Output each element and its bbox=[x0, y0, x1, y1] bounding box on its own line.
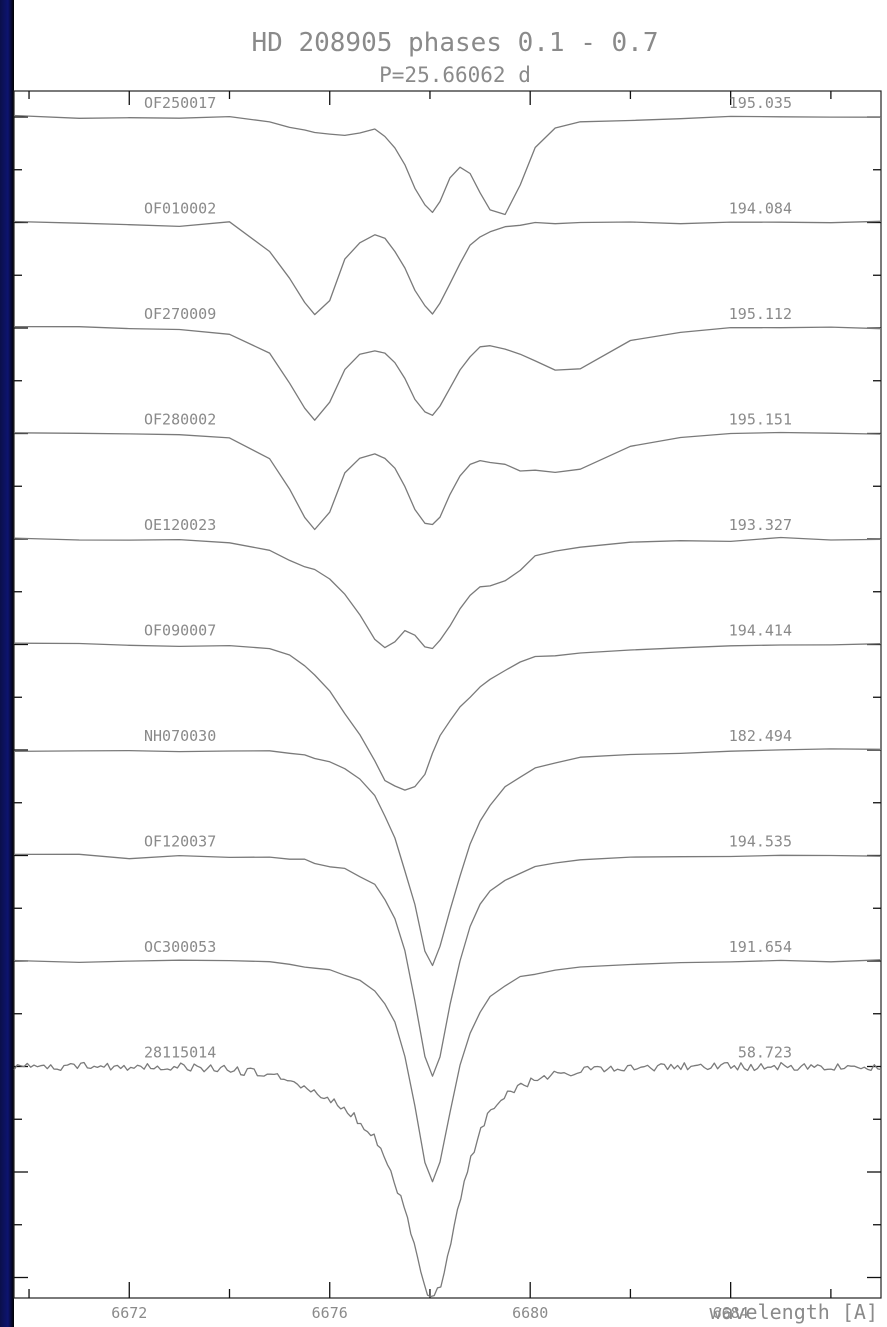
spectrum-line-OF010002 bbox=[13, 220, 882, 316]
spectrum-value: 194.535 bbox=[729, 833, 792, 851]
spectrum-name: OF270009 bbox=[144, 305, 216, 323]
plot-background bbox=[14, 0, 887, 1327]
spectrum-value: 58.723 bbox=[738, 1044, 792, 1062]
spectrum-line-OF270009 bbox=[13, 325, 882, 421]
spectrum-value: 195.151 bbox=[729, 411, 792, 429]
x-tick-label: 6676 bbox=[312, 1304, 348, 1322]
chart-subtitle: P=25.66062 d bbox=[379, 63, 531, 87]
spectrum-name: NH070030 bbox=[144, 727, 216, 745]
spectrum-name: OE120023 bbox=[144, 516, 216, 534]
spectrum-name: OF280002 bbox=[144, 411, 216, 429]
plot-frame bbox=[13, 90, 882, 1299]
spectrum-value: 194.414 bbox=[729, 622, 792, 640]
x-ticks: 6672 6676 6680 6684 bbox=[28, 91, 832, 1322]
spectrum-line-OF120037 bbox=[13, 853, 882, 1077]
spectrum-line-OF280002 bbox=[13, 431, 882, 531]
spectrum-labels: OF250017 195.035 OF010002 194.084 OF270009 19… bbox=[144, 94, 792, 1062]
spectrum-line-OC300053 bbox=[13, 959, 882, 1183]
spectrum-value: 182.494 bbox=[729, 727, 792, 745]
spectrum-value: 193.327 bbox=[729, 516, 792, 534]
spectrum-name: OF120037 bbox=[144, 833, 216, 851]
spectrum-line-OF090007 bbox=[13, 642, 882, 791]
x-tick-label: 6672 bbox=[111, 1304, 147, 1322]
x-axis-label: wavelength [A] bbox=[709, 1300, 878, 1324]
spectrum-name: OF250017 bbox=[144, 94, 216, 112]
spectrum-line-OF250017 bbox=[13, 114, 882, 216]
spectrum-line-NH070030 bbox=[13, 748, 882, 967]
spectra-series bbox=[13, 114, 882, 1298]
x-tick-label: 6680 bbox=[512, 1304, 548, 1322]
spectrum-name: 28115014 bbox=[144, 1044, 216, 1062]
spectrum-value: 194.084 bbox=[729, 200, 792, 218]
spectrum-line-OE120023 bbox=[13, 536, 882, 650]
chart-title: HD 208905 phases 0.1 - 0.7 bbox=[252, 28, 659, 58]
spectrum-name: OC300053 bbox=[144, 938, 216, 956]
spectrum-name: OF010002 bbox=[144, 200, 216, 218]
spectrum-line-28115014 bbox=[13, 1061, 882, 1298]
x-tick-label: 6684 bbox=[713, 1304, 749, 1322]
spectrum-value: 195.112 bbox=[729, 305, 792, 323]
spectrum-value: 191.654 bbox=[729, 938, 792, 956]
spectrum-value: 195.035 bbox=[729, 94, 792, 112]
spectrum-name: OF090007 bbox=[144, 622, 216, 640]
